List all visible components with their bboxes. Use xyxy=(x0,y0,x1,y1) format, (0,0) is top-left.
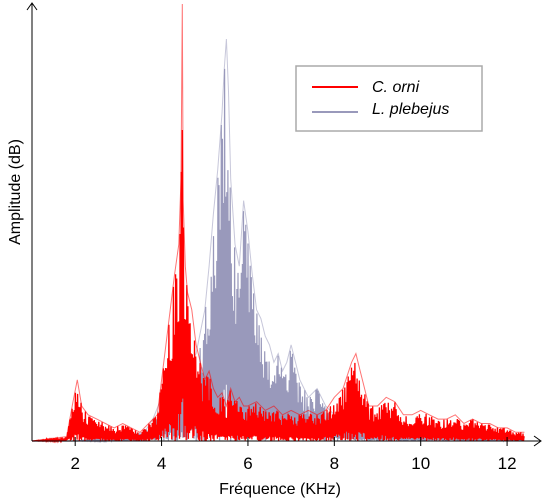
x-tick-label: 2 xyxy=(70,454,79,473)
x-tick-label: 12 xyxy=(498,454,517,473)
plot-area xyxy=(31,3,525,444)
legend-box xyxy=(295,65,483,132)
x-tick-label: 4 xyxy=(157,454,166,473)
legend-label-c-orni: C. orni xyxy=(372,79,420,96)
series-line-l-plebejus xyxy=(32,68,525,444)
legend-label-l-plebejus: L. plebejus xyxy=(372,101,449,118)
x-tick-label: 10 xyxy=(411,454,430,473)
x-axis-title: Fréquence (KHz) xyxy=(219,481,341,498)
x-axis-arrow xyxy=(533,435,542,447)
x-tick-label: 8 xyxy=(330,454,339,473)
legend: C. orni L. plebejus xyxy=(295,65,483,132)
y-axis-title: Amplitude (dB) xyxy=(7,139,24,245)
series-envelope-c-orni xyxy=(31,3,525,442)
series-line-c-orni xyxy=(32,129,525,444)
x-tick-label: 6 xyxy=(243,454,252,473)
x-axis-ticks: 2 4 6 8 10 12 xyxy=(70,437,517,473)
y-axis-arrow xyxy=(26,2,38,11)
